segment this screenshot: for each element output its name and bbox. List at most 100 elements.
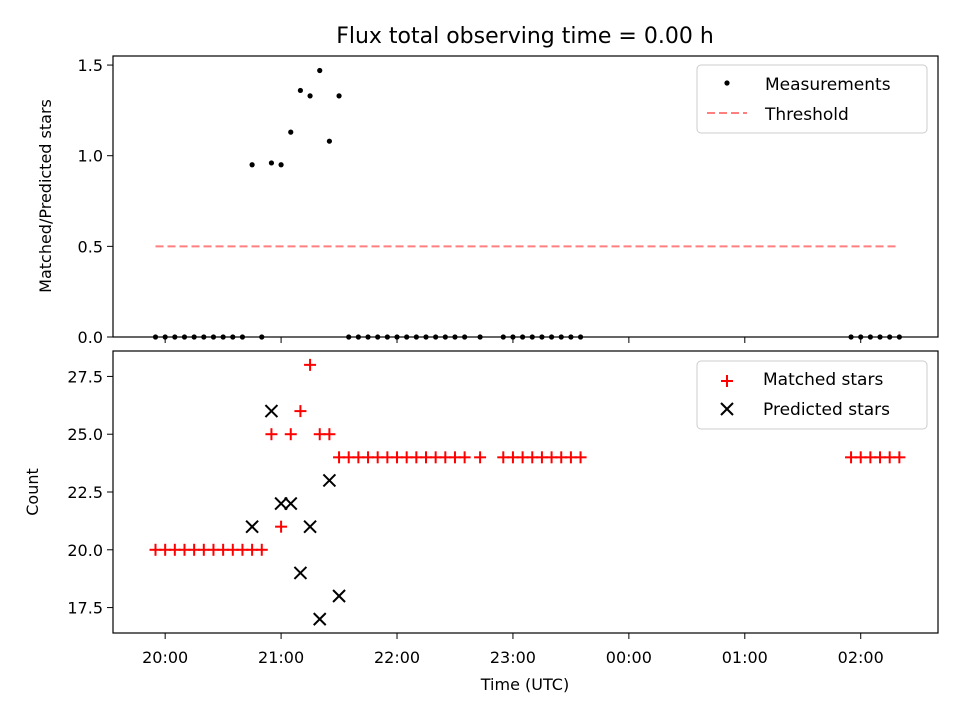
- measurement-point: [529, 334, 535, 340]
- x-axis-label: Time (UTC): [480, 675, 569, 694]
- measurement-point: [307, 93, 313, 99]
- measurement-point: [848, 334, 854, 340]
- measurement-point: [259, 334, 265, 340]
- x-tick-label: 21:00: [258, 648, 304, 667]
- matched-star-point: [275, 520, 288, 533]
- y-tick-label: 25.0: [67, 425, 103, 444]
- measurement-point: [191, 334, 197, 340]
- measurement-point: [152, 334, 159, 340]
- measurement-point: [384, 334, 390, 340]
- measurement-point: [568, 334, 574, 340]
- measurement-point: [162, 334, 168, 340]
- x-tick-label: 02:00: [838, 648, 884, 667]
- legend-predicted-marker: [720, 402, 734, 416]
- predicted-star-point: [293, 566, 308, 580]
- measurement-point: [433, 334, 439, 340]
- marker-stroke: [293, 566, 308, 580]
- legend-measurements-label: Measurements: [765, 75, 891, 95]
- measurement-point: [442, 334, 448, 340]
- top-legend: Measurements Threshold: [696, 64, 928, 134]
- measurement-point: [365, 334, 371, 340]
- y-tick-label: 1.5: [78, 56, 103, 75]
- measurement-point: [268, 160, 275, 166]
- marker-stroke: [245, 519, 259, 534]
- measurement-point: [317, 67, 323, 74]
- matched-star-point: [474, 451, 487, 464]
- matched-star-point: [255, 543, 268, 556]
- y-tick-label: 27.5: [67, 367, 103, 386]
- matched-star-point: [304, 358, 317, 371]
- chart-title: Flux total observing time = 0.00 h: [336, 24, 714, 49]
- measurement-point: [858, 334, 864, 340]
- measurement-point: [877, 334, 883, 340]
- predicted-star-point: [284, 496, 298, 511]
- measurement-point: [239, 334, 246, 340]
- marker-stroke: [303, 519, 317, 534]
- x-tick-label: 20:00: [142, 648, 188, 667]
- measurement-point: [462, 334, 468, 340]
- legend-threshold-label: Threshold: [764, 105, 849, 125]
- measurement-point: [249, 162, 255, 168]
- matched-star-point: [294, 405, 307, 418]
- legend-matched-marker: [721, 375, 733, 387]
- matched-star-point: [893, 451, 906, 464]
- bottom-panel: Count Time (UTC) Matched stars Predicted…: [23, 350, 939, 694]
- measurement-point: [278, 162, 284, 168]
- top-panel: Matched/Predicted stars Measurements Thr…: [36, 55, 939, 347]
- x-tick-label: 00:00: [606, 648, 652, 667]
- marker-stroke: [274, 496, 288, 511]
- measurement-point: [220, 334, 226, 340]
- measurement-point: [288, 129, 294, 135]
- measurement-point: [520, 334, 526, 340]
- top-y-axis-label: Matched/Predicted stars: [36, 99, 55, 293]
- measurement-point: [548, 334, 555, 340]
- bottom-legend-box: [696, 360, 928, 430]
- measurement-point: [230, 334, 236, 340]
- measurement-point: [346, 334, 352, 340]
- legend-matched-label: Matched stars: [763, 370, 883, 390]
- measurement-point: [297, 87, 304, 94]
- y-tick-label: 1.0: [78, 147, 103, 166]
- matched-star-point: [458, 451, 471, 464]
- measurement-point: [181, 334, 188, 340]
- top-legend-box: [696, 64, 928, 134]
- measurement-point: [355, 334, 361, 340]
- marker-stroke: [322, 473, 337, 488]
- measurement-point: [867, 334, 873, 340]
- y-tick-label: 22.5: [67, 483, 103, 502]
- predicted-star-point: [322, 473, 337, 488]
- measurement-point: [210, 334, 217, 340]
- measurement-point: [326, 138, 332, 144]
- top-plot-frame: [112, 55, 939, 338]
- marker-stroke: [332, 589, 346, 603]
- predicted-star-point: [332, 589, 346, 603]
- measurement-point: [452, 334, 458, 340]
- bottom-legend: Matched stars Predicted stars: [696, 360, 928, 430]
- marker-stroke: [284, 496, 298, 511]
- predicted-star-point: [303, 519, 317, 534]
- predicted-star-point: [274, 496, 288, 511]
- measurement-point: [404, 334, 410, 340]
- measurement-point: [413, 334, 419, 340]
- y-tick-label: 0.5: [78, 237, 103, 256]
- legend-measurements-marker: [724, 80, 730, 86]
- measurement-point: [558, 334, 564, 340]
- bottom-y-axis-label: Count: [23, 468, 42, 516]
- measurement-point: [172, 334, 178, 340]
- x-tick-label: 23:00: [490, 648, 536, 667]
- marker-stroke: [313, 612, 327, 626]
- measurement-point: [896, 334, 902, 340]
- y-tick-label: 0.0: [78, 328, 103, 347]
- measurement-point: [539, 334, 545, 340]
- x-tick-label: 01:00: [722, 648, 768, 667]
- measurement-point: [577, 334, 584, 340]
- measurement-point: [201, 334, 207, 340]
- measurement-point: [510, 334, 516, 340]
- measurement-point: [500, 334, 506, 340]
- legend-predicted-label: Predicted stars: [763, 400, 890, 420]
- measurement-point: [887, 334, 893, 340]
- y-tick-label: 17.5: [67, 599, 103, 618]
- predicted-star-point: [245, 519, 259, 534]
- measurement-point: [477, 334, 483, 340]
- x-tick-label: 22:00: [374, 648, 420, 667]
